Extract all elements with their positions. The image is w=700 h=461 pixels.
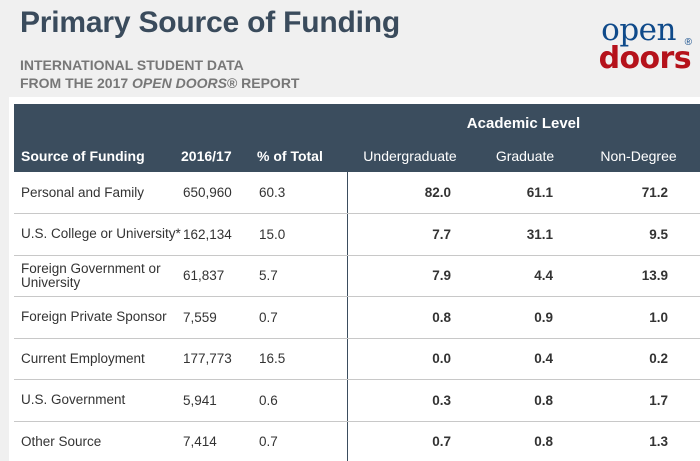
cell-count: 61,837 [181,255,257,297]
subtitle-line-2: FROM THE 2017 OPEN DOORS® REPORT [20,74,299,92]
cell-pct: 16.5 [257,338,347,380]
cell-undergraduate: 0.0 [346,338,473,380]
cell-non-degree: 0.2 [577,338,700,380]
cell-undergraduate: 0.3 [346,379,473,422]
col-header-count: 2016/17 [181,139,257,172]
cell-source: Personal and Family [14,172,181,214]
cell-undergraduate: 82.0 [346,172,473,214]
page-subtitle: INTERNATIONAL STUDENT DATA FROM THE 2017… [20,56,299,92]
group-header-spacer [14,104,347,139]
cell-non-degree: 13.9 [577,255,700,297]
col-header-source: Source of Funding [14,139,181,172]
open-doors-logo: open ® doors [584,14,694,84]
cell-non-degree: 1.0 [577,296,700,339]
col-header-non-degree: Non-Degree [577,139,700,172]
cell-pct: 5.7 [257,255,347,297]
cell-pct: 60.3 [257,172,347,214]
subtitle-report-name: OPEN DOORS [132,75,227,91]
table-row: Foreign Private Sponsor 7,559 0.7 0.8 0.… [14,296,700,339]
table-group-header-row: Academic Level [14,104,700,139]
subtitle-prefix: FROM THE 2017 [20,75,133,91]
cell-pct: 0.7 [257,421,347,461]
cell-graduate: 31.1 [473,213,577,256]
table-row: U.S. Government 5,941 0.6 0.3 0.8 1.7 [14,379,700,422]
cell-undergraduate: 7.7 [346,213,473,256]
table-column-header-row: Source of Funding 2016/17 % of Total Und… [14,139,700,172]
cell-undergraduate: 0.7 [346,421,473,461]
cell-graduate: 0.4 [473,338,577,380]
page-title: Primary Source of Funding [20,6,401,39]
cell-graduate: 0.8 [473,421,577,461]
cell-undergraduate: 0.8 [346,296,473,339]
cell-pct: 0.7 [257,296,347,339]
cell-count: 7,414 [181,421,257,461]
logo-open-text: open [601,12,676,48]
cell-pct: 0.6 [257,379,347,422]
cell-graduate: 4.4 [473,255,577,297]
cell-source: U.S. College or University* [14,213,181,256]
cell-undergraduate: 7.9 [346,255,473,297]
table-row: Foreign Government or University 61,837 … [14,255,700,297]
logo-registered-mark: ® [684,37,692,48]
cell-source: U.S. Government [14,379,181,422]
table-row: U.S. College or University* 162,134 15.0… [14,213,700,256]
cell-source: Foreign Government or University [14,255,181,297]
cell-source: Other Source [14,421,181,461]
cell-source: Current Employment [14,338,181,380]
col-header-pct: % of Total [257,139,347,172]
cell-graduate: 61.1 [473,172,577,214]
col-header-undergraduate: Undergraduate [347,139,473,172]
cell-source: Foreign Private Sponsor [14,296,181,339]
table-row: Other Source 7,414 0.7 0.7 0.8 1.3 [14,421,700,461]
table-row: Personal and Family 650,960 60.3 82.0 61… [14,172,700,214]
cell-non-degree: 9.5 [577,213,700,256]
cell-count: 162,134 [181,213,257,256]
cell-non-degree: 1.7 [577,379,700,422]
cell-non-degree: 71.2 [577,172,700,214]
funding-table: Academic Level Source of Funding 2016/17… [14,104,700,461]
academic-level-header: Academic Level [347,104,700,139]
table-row: Current Employment 177,773 16.5 0.0 0.4 … [14,338,700,380]
logo-doors-text: doors [598,41,692,76]
cell-pct: 15.0 [257,213,347,256]
col-header-graduate: Graduate [473,139,577,172]
cell-count: 5,941 [181,379,257,422]
cell-count: 177,773 [181,338,257,380]
cell-count: 650,960 [181,172,257,214]
cell-count: 7,559 [181,296,257,339]
cell-non-degree: 1.3 [577,421,700,461]
cell-graduate: 0.9 [473,296,577,339]
subtitle-line-1: INTERNATIONAL STUDENT DATA [20,57,244,73]
cell-graduate: 0.8 [473,379,577,422]
subtitle-suffix: ® REPORT [226,75,300,91]
